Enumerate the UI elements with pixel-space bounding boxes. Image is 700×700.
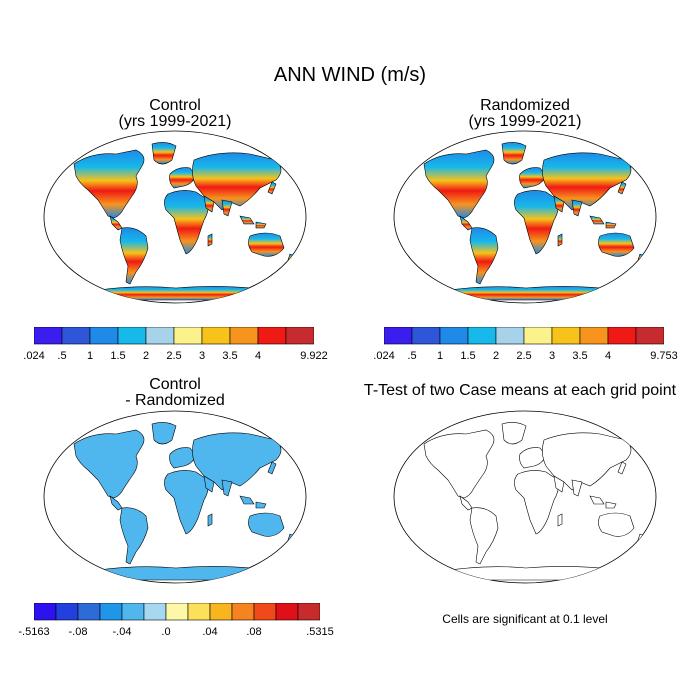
cb-randomized-tick-label: 4 [604,350,612,362]
cb-randomized-swatch [635,326,665,345]
cb-randomized-tick-label: 1 [436,350,444,362]
cb-diff-tick-label: -.04 [112,626,132,638]
colorbar-diff-labels: -.5163 -.08 -.04 .0 .04 .08 .5315 [18,626,333,640]
cb-diff-tick-label: -.08 [68,626,88,638]
cb-diff-tick-label: .04 [202,626,218,638]
ttest-map [393,410,657,584]
colorbar-randomized-swatches [383,326,665,345]
cb-control-tick-label: 1 [86,350,94,362]
cb-diff-tick-label: .0 [161,626,171,638]
cb-control-swatch [61,326,91,345]
randomized-title: Randomized [480,97,570,114]
cb-diff-swatch [33,602,57,621]
page-title: ANN WIND (m/s) [273,64,427,86]
cb-diff-swatch [55,602,79,621]
cb-control-swatch [173,326,203,345]
cb-randomized-tick-label: .024 [373,350,395,362]
cb-randomized-tick-label: .5 [407,350,417,362]
colorbar-diff-swatches [33,602,321,621]
cb-control-tick-label: 1.5 [110,350,126,362]
cb-diff-tick-label: -.5163 [18,626,50,638]
cb-randomized-swatch [467,326,497,345]
cb-diff-swatch [165,602,189,621]
cb-diff-swatch [99,602,123,621]
significance-note: Cells are significant at 0.1 level [442,612,608,626]
cb-diff-swatch [253,602,277,621]
cb-diff-swatch [209,602,233,621]
ttest-title: T-Test of two Case means at each grid po… [363,382,677,399]
colorbar-randomized: .024 .5 1 1.5 2 2.5 3 3.5 4 9.753 [373,326,678,365]
cb-control-swatch [257,326,287,345]
cb-diff-swatch [143,602,167,621]
cb-control-tick-label: 2 [142,350,150,362]
control-title: Control [149,97,201,114]
cb-diff-swatch [297,602,321,621]
cb-randomized-swatch [607,326,637,345]
cb-diff-swatch [275,602,299,621]
cb-randomized-swatch [439,326,469,345]
colorbar-control-labels: .024 .5 1 1.5 2 2.5 3 3.5 4 9.922 [23,350,327,364]
cb-control-tick-label: 2.5 [166,350,182,362]
cb-control-swatch [89,326,119,345]
cb-control-swatch [285,326,315,345]
cb-randomized-swatch [523,326,553,345]
cb-control-swatch [201,326,231,345]
cb-control-swatch [145,326,175,345]
cb-diff-swatch [121,602,145,621]
cb-diff-swatch [231,602,255,621]
cb-randomized-tick-label: 2 [492,350,500,362]
diff-map [43,410,307,584]
cb-control-tick-label: .5 [57,350,67,362]
cb-randomized-tick-label: 3 [548,350,556,362]
cb-diff-tick-label: .5315 [306,626,334,638]
cb-control-swatch [117,326,147,345]
cb-randomized-swatch [579,326,609,345]
colorbar-randomized-labels: .024 .5 1 1.5 2 2.5 3 3.5 4 9.753 [373,350,677,364]
cb-control-tick-label: .024 [23,350,45,362]
cb-randomized-swatch [383,326,413,345]
cb-diff-swatch [77,602,101,621]
randomized-years: (yrs 1999-2021) [468,113,582,130]
randomized-map [393,130,657,304]
panel-title-ttest: T-Test of two Case means at each grid po… [340,383,700,399]
cb-diff-tick-label: .08 [246,626,262,638]
panel-title-control: Control (yrs 1999-2021) [44,98,306,130]
control-map [43,130,307,304]
colorbar-control-swatches [33,326,315,345]
panel-title-diff: Control - Randomized [44,377,306,409]
cb-control-swatch [229,326,259,345]
cb-randomized-tick-label: 1.5 [460,350,476,362]
cb-control-tick-label: 3.5 [222,350,238,362]
cb-randomized-tick-label: 3.5 [572,350,588,362]
diff-subtitle: - Randomized [125,392,225,409]
cb-randomized-swatch [551,326,581,345]
cb-diff-swatch [187,602,211,621]
cb-control-tick-label: 4 [254,350,262,362]
colorbar-control: .024 .5 1 1.5 2 2.5 3 3.5 4 9.922 [23,326,328,365]
control-years: (yrs 1999-2021) [118,113,232,130]
cb-randomized-swatch [411,326,441,345]
panel-title-randomized: Randomized (yrs 1999-2021) [394,98,656,130]
diff-title: Control [149,376,201,393]
cb-randomized-tick-label: 2.5 [516,350,532,362]
cb-control-swatch [33,326,63,345]
cb-control-tick-label: 9.922 [300,350,328,362]
cb-randomized-tick-label: 9.753 [650,350,678,362]
colorbar-diff: -.5163 -.08 -.04 .0 .04 .08 .5315 [18,602,334,641]
cb-randomized-swatch [495,326,525,345]
cb-control-tick-label: 3 [198,350,206,362]
